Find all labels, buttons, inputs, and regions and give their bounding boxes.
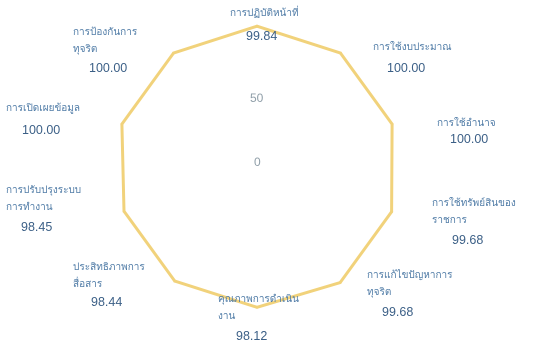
value-label: 100.00	[450, 132, 488, 146]
category-label: การป้องกันการ	[73, 26, 138, 38]
data-point	[255, 24, 259, 28]
category-label: การใช้งบประมาณ	[373, 41, 452, 53]
category-label-group: การปฏิบัติหน้าที่ 99.84	[230, 5, 299, 43]
category-label: การใช้ทรัพย์สินของ	[432, 197, 516, 209]
category-label: สื่อสาร	[73, 276, 103, 290]
category-label-group: การใช้อำนาจ 100.00	[437, 117, 496, 146]
category-label: ทุจริต	[73, 44, 97, 55]
category-label: ราชการ	[432, 215, 467, 226]
value-label: 100.00	[22, 123, 60, 137]
value-label: 98.44	[91, 295, 122, 309]
value-label: 98.12	[236, 329, 267, 343]
category-label: งาน	[218, 311, 235, 322]
data-point	[173, 279, 177, 283]
category-label: ทุจริต	[367, 287, 391, 298]
category-label: คุณภาพการดำเนิน	[218, 294, 299, 305]
scale-tick-label: 50	[250, 91, 264, 105]
category-label: การแก้ไขปัญหาการ	[367, 269, 453, 281]
category-label: การปรับปรุงระบบ	[6, 185, 81, 196]
data-point	[390, 210, 394, 214]
value-label: 99.68	[382, 305, 413, 319]
category-label: การทำงาน	[6, 202, 53, 213]
category-label: การใช้อำนาจ	[437, 117, 496, 129]
value-label: 99.84	[246, 29, 277, 43]
value-label: 98.45	[21, 220, 52, 234]
data-point	[120, 122, 124, 126]
scale-tick-label: 0	[254, 155, 261, 169]
data-point	[255, 305, 259, 309]
data-point	[390, 122, 394, 126]
category-label-group: การใช้งบประมาณ 100.00	[373, 41, 452, 75]
value-label: 99.68	[452, 233, 483, 247]
value-label: 100.00	[387, 61, 425, 75]
data-point	[172, 51, 175, 55]
category-label-group: การเปิดเผยข้อมูล 100.00	[6, 102, 80, 137]
category-label: การเปิดเผยข้อมูล	[6, 102, 80, 114]
data-point	[122, 209, 126, 213]
category-label: ประสิทธิภาพการ	[73, 262, 145, 273]
value-label: 100.00	[89, 61, 127, 75]
data-point	[339, 51, 342, 55]
category-label: การปฏิบัติหน้าที่	[230, 5, 299, 19]
data-point	[338, 281, 342, 284]
